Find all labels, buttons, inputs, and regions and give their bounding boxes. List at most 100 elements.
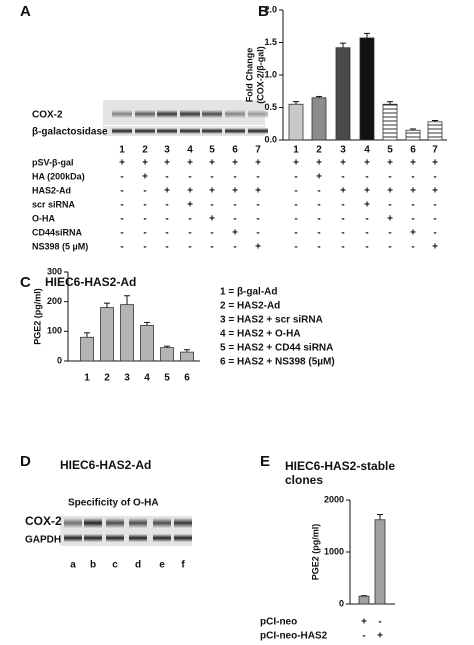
treatment-sign: + — [361, 617, 367, 628]
legend-entry: 2 = HAS2-Ad — [220, 301, 280, 312]
bar — [100, 307, 114, 362]
bar — [405, 129, 421, 141]
treatment-sign: + — [255, 158, 261, 169]
treatment-sign: + — [187, 200, 193, 211]
blot-band — [157, 110, 177, 118]
y-tick-label: 100 — [47, 326, 62, 336]
treatment-sign: + — [187, 186, 193, 197]
treatment-sign: + — [255, 186, 261, 197]
treatment-sign: - — [256, 214, 259, 225]
treatment-sign: + — [119, 158, 125, 169]
treatment-sign: + — [164, 158, 170, 169]
treatment-sign: - — [233, 172, 236, 183]
treatment-sign: - — [365, 242, 368, 253]
panel-label: B — [258, 3, 269, 20]
treatment-sign: - — [294, 186, 297, 197]
treatment-sign: + — [364, 158, 370, 169]
lane-label: 5 — [209, 145, 215, 156]
treatment-sign: - — [294, 172, 297, 183]
x-tick-label: 6 — [184, 373, 190, 384]
treatment-sign: + — [316, 158, 322, 169]
legend-entry: 6 = HAS2 + NS398 (5µM) — [220, 357, 335, 368]
treatment-sign: - — [388, 200, 391, 211]
treatment-sign: + — [340, 186, 346, 197]
treatment-sign: - — [188, 214, 191, 225]
blot-band — [248, 110, 268, 118]
treatment-sign: - — [294, 200, 297, 211]
treatment-label: HA (200kDa) — [32, 171, 85, 181]
treatment-sign: - — [433, 228, 436, 239]
treatment-sign: + — [432, 158, 438, 169]
treatment-sign: - — [256, 228, 259, 239]
treatment-label: pCI-neo-HAS2 — [260, 631, 328, 642]
treatment-sign: - — [188, 228, 191, 239]
treatment-sign: + — [432, 242, 438, 253]
treatment-sign: - — [433, 200, 436, 211]
blot-band — [180, 128, 200, 134]
y-tick-label: 0 — [57, 355, 62, 365]
treatment-sign: - — [294, 214, 297, 225]
treatment-sign: - — [365, 214, 368, 225]
treatment-sign: - — [120, 242, 123, 253]
panel-label: E — [260, 453, 270, 470]
treatment-sign: - — [294, 228, 297, 239]
treatment-sign: + — [387, 214, 393, 225]
treatment-label: pSV-β-gal — [32, 157, 74, 167]
blot-band — [129, 534, 147, 542]
y-tick-label: 0.0 — [264, 134, 277, 144]
blot-band — [225, 110, 245, 118]
panel-label: D — [20, 453, 31, 470]
treatment-sign: - — [233, 214, 236, 225]
treatment-sign: - — [120, 214, 123, 225]
treatment-sign: - — [388, 242, 391, 253]
chart-title: HIEC6-HAS2-stable — [285, 459, 395, 473]
blot-band — [64, 534, 82, 542]
bar — [359, 37, 375, 141]
treatment-sign: - — [317, 200, 320, 211]
y-axis-label: PGE2 (pg/ml) — [32, 288, 42, 345]
treatment-sign: + — [377, 631, 383, 642]
treatment-sign: + — [387, 158, 393, 169]
treatment-sign: - — [165, 214, 168, 225]
blot-band — [84, 534, 102, 542]
treatment-sign: - — [317, 242, 320, 253]
treatment-sign: - — [411, 214, 414, 225]
treatment-sign: - — [256, 200, 259, 211]
y-axis-label: Fold Change — [244, 48, 254, 103]
treatment-sign: - — [210, 200, 213, 211]
treatment-sign: - — [143, 228, 146, 239]
x-tick-label: 7 — [432, 145, 438, 156]
treatment-sign: + — [364, 200, 370, 211]
bar — [335, 47, 351, 141]
legend-entry: 5 = HAS2 + CD44 siRNA — [220, 343, 333, 354]
y-tick-label: 200 — [47, 296, 62, 306]
treatment-sign: - — [378, 617, 381, 628]
treatment-sign: - — [188, 242, 191, 253]
treatment-sign: - — [165, 228, 168, 239]
x-tick-label: 5 — [164, 373, 170, 384]
blot-band — [129, 518, 147, 528]
x-tick-label: 3 — [124, 373, 130, 384]
lane-label: 7 — [255, 145, 261, 156]
y-axis-label: PGE2 (pg/ml) — [310, 524, 320, 581]
lane-label: 6 — [232, 145, 238, 156]
blot-band — [153, 518, 171, 528]
chart-title: clones — [285, 473, 323, 487]
blot-band — [135, 110, 155, 118]
blot-band — [174, 518, 192, 528]
blot-band — [153, 534, 171, 542]
treatment-label: HAS2-Ad — [32, 185, 71, 195]
lane-label: 3 — [164, 145, 170, 156]
y-tick-label: 1.0 — [264, 69, 277, 79]
treatment-label: pCI-neo — [260, 617, 297, 628]
treatment-sign: + — [142, 158, 148, 169]
bar — [374, 519, 386, 605]
treatment-sign: - — [317, 186, 320, 197]
treatment-sign: - — [210, 242, 213, 253]
treatment-sign: - — [317, 214, 320, 225]
treatment-sign: + — [209, 186, 215, 197]
lane-label: a — [70, 560, 76, 571]
treatment-sign: - — [233, 242, 236, 253]
treatment-sign: - — [365, 228, 368, 239]
y-tick-label: 0.5 — [264, 102, 277, 112]
